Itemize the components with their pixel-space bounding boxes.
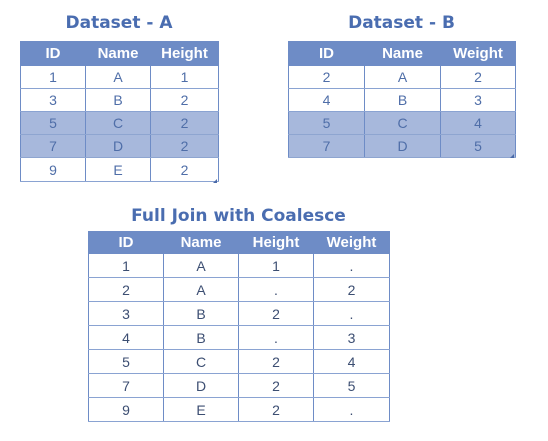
cell: 2	[150, 157, 219, 182]
table-row: 7 D 2	[20, 134, 219, 158]
dataset-b-title: Dataset - B	[348, 13, 455, 33]
joined-table: ID Name Height Weight 1 A 1 . 2 A . 2 3 …	[88, 231, 390, 422]
cell: C	[163, 349, 239, 374]
cell: 3	[88, 301, 164, 326]
cell: .	[313, 301, 390, 326]
table-resize-handle[interactable]	[510, 154, 514, 158]
cell: 2	[238, 301, 314, 326]
cell: 2	[150, 111, 219, 135]
cell: 5	[88, 349, 164, 374]
cell: D	[364, 134, 441, 158]
cell: 2	[150, 134, 219, 158]
cell: 2	[288, 65, 365, 89]
header-cell: Name	[163, 231, 239, 254]
cell: A	[364, 65, 441, 89]
cell: .	[313, 253, 390, 278]
cell: .	[238, 277, 314, 302]
cell: 7	[88, 373, 164, 398]
cell: C	[364, 111, 441, 135]
cell: C	[85, 111, 151, 135]
cell: B	[364, 88, 441, 112]
table-row: 3 B 2	[20, 88, 219, 112]
header-cell: ID	[88, 231, 164, 254]
cell: 4	[313, 349, 390, 374]
dataset-b-table: ID Name Weight 2 A 2 4 B 3 5 C 4 7 D 5	[288, 41, 516, 158]
cell: 2	[238, 349, 314, 374]
header-cell: Weight	[440, 41, 516, 66]
cell: 4	[440, 111, 516, 135]
cell: E	[85, 157, 151, 182]
cell: 9	[20, 157, 86, 182]
cell: A	[163, 253, 239, 278]
table-row: 2 A 2	[288, 65, 516, 89]
table-row: 4 B 3	[288, 88, 516, 112]
cell: 4	[88, 325, 164, 350]
cell: .	[238, 325, 314, 350]
cell: 1	[238, 253, 314, 278]
header-cell: ID	[20, 41, 86, 66]
header-cell: ID	[288, 41, 365, 66]
table-row: 5 C 2	[20, 111, 219, 135]
table-row: 9 E 2	[20, 157, 219, 182]
cell: 2	[150, 88, 219, 112]
cell: 2	[88, 277, 164, 302]
table-row: 1 A 1 .	[88, 253, 390, 278]
cell: 3	[440, 88, 516, 112]
cell: B	[85, 88, 151, 112]
cell: 3	[20, 88, 86, 112]
cell: B	[163, 325, 239, 350]
cell: A	[85, 65, 151, 89]
cell: 1	[150, 65, 219, 89]
cell: A	[163, 277, 239, 302]
cell: 2	[238, 397, 314, 422]
cell: D	[163, 373, 239, 398]
cell: B	[163, 301, 239, 326]
cell: 1	[88, 253, 164, 278]
cell: 2	[238, 373, 314, 398]
cell: 2	[440, 65, 516, 89]
cell: 5	[20, 111, 86, 135]
cell: 5	[440, 134, 516, 158]
cell: 2	[313, 277, 390, 302]
cell: 9	[88, 397, 164, 422]
header-cell: Name	[85, 41, 151, 66]
joined-table-title: Full Join with Coalesce	[131, 206, 346, 226]
table-row: 9 E 2 .	[88, 397, 390, 422]
header-cell: Height	[150, 41, 219, 66]
cell: 5	[313, 373, 390, 398]
cell: 4	[288, 88, 365, 112]
table-row: 7 D 2 5	[88, 373, 390, 398]
table-row: 5 C 2 4	[88, 349, 390, 374]
table-row: 1 A 1	[20, 65, 219, 89]
header-cell: Name	[364, 41, 441, 66]
cell: 5	[288, 111, 365, 135]
table-row: 5 C 4	[288, 111, 516, 135]
cell: .	[313, 397, 390, 422]
cell: 7	[20, 134, 86, 158]
cell: 7	[288, 134, 365, 158]
table-row: 7 D 5	[288, 134, 516, 158]
cell: D	[85, 134, 151, 158]
table-resize-handle[interactable]	[213, 179, 217, 183]
cell: 1	[20, 65, 86, 89]
cell: E	[163, 397, 239, 422]
table-row: 2 A . 2	[88, 277, 390, 302]
table-row: 3 B 2 .	[88, 301, 390, 326]
dataset-a-table: ID Name Height 1 A 1 3 B 2 5 C 2 7 D 2 9…	[20, 41, 219, 182]
header-cell: Height	[238, 231, 314, 254]
cell: 3	[313, 325, 390, 350]
table-row: 4 B . 3	[88, 325, 390, 350]
dataset-a-title: Dataset - A	[65, 13, 173, 33]
header-cell: Weight	[313, 231, 390, 254]
